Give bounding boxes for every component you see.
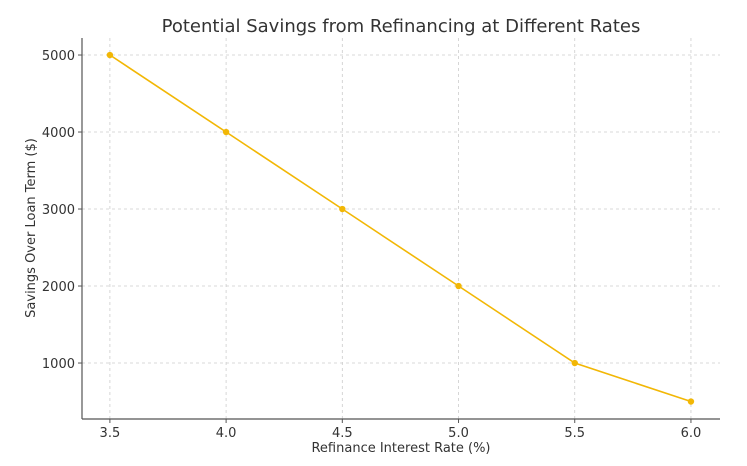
data-point <box>687 398 695 405</box>
y-tick-label: 1000 <box>42 357 75 372</box>
x-tick-label: 3.5 <box>100 426 121 441</box>
x-tick-label: 4.5 <box>332 426 353 441</box>
data-point <box>571 359 578 367</box>
data-point <box>106 51 114 59</box>
x-tick-label: 4.0 <box>216 426 237 441</box>
x-axis-label: Refinance Interest Rate (%) <box>311 441 490 456</box>
chart-title: Potential Savings from Refinancing at Di… <box>162 16 641 37</box>
y-tick-label: 3000 <box>42 203 75 218</box>
series-line <box>109 54 692 403</box>
grid <box>82 38 720 419</box>
y-tick-label: 4000 <box>42 126 75 141</box>
x-tick-label: 5.5 <box>564 426 585 441</box>
data-point <box>339 205 346 213</box>
ticks: 3.5 4.0 4.5 5.0 5.5 6.0 1000 2000 3000 4000 5000 <box>42 49 701 441</box>
data-point <box>222 128 230 136</box>
plot-area <box>106 51 695 405</box>
y-tick-label: 5000 <box>42 49 75 64</box>
y-tick-label: 2000 <box>42 280 75 295</box>
y-axis-label: Savings Over Loan Term ($) <box>24 138 39 318</box>
x-tick-label: 6.0 <box>681 426 702 441</box>
x-tick-label: 5.0 <box>448 426 469 441</box>
data-point <box>455 282 462 290</box>
